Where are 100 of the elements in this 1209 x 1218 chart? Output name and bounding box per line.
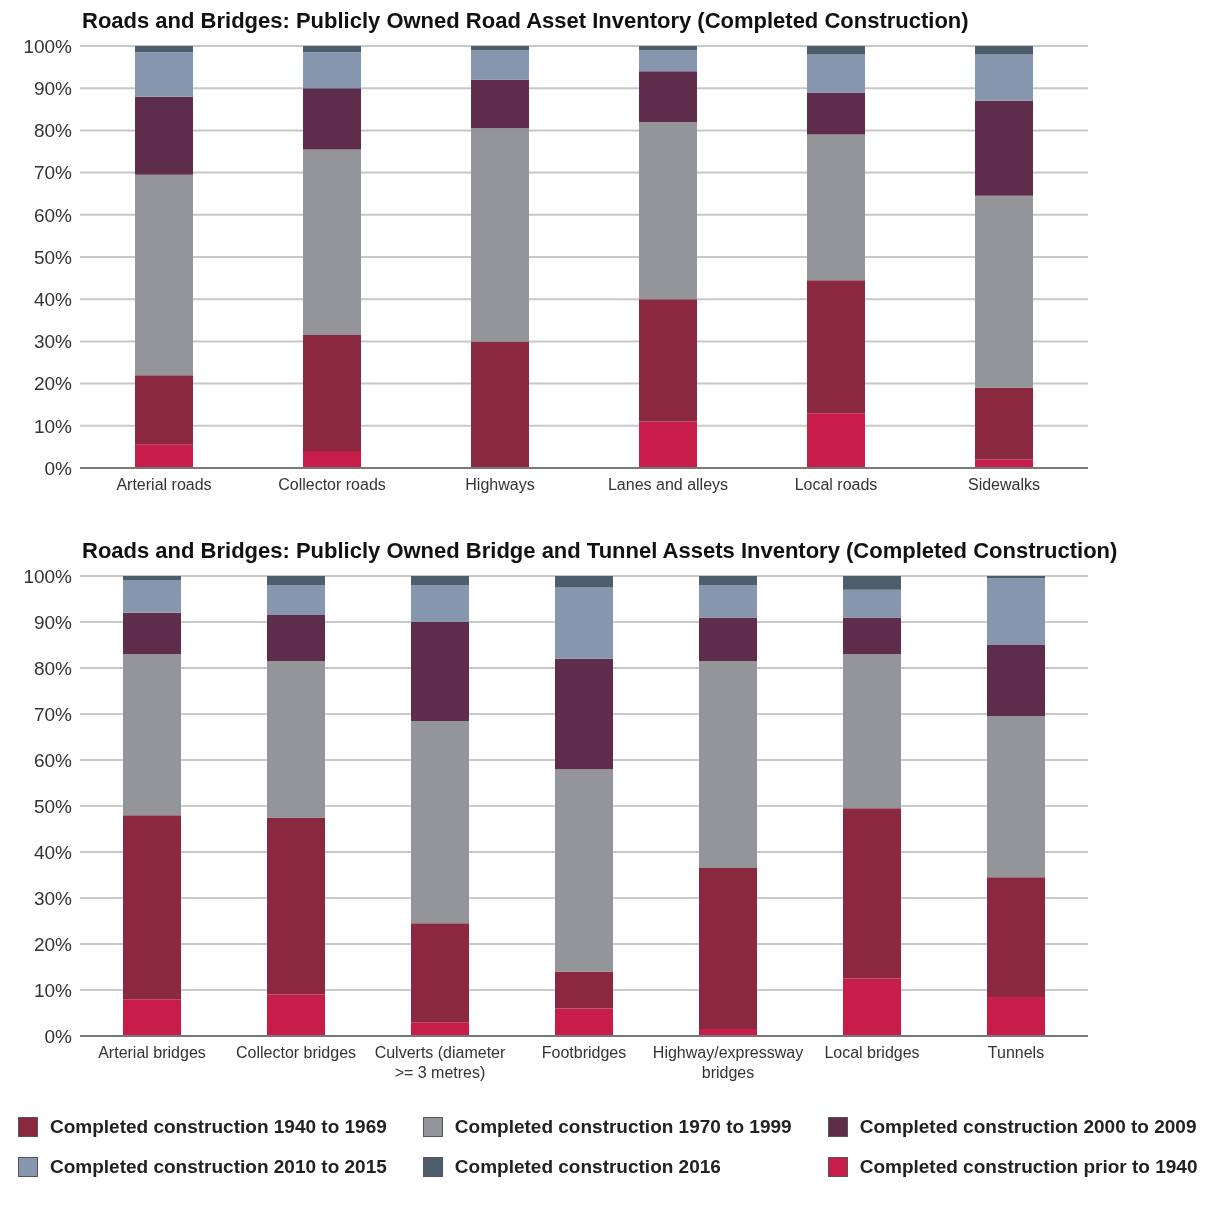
bar: [975, 195, 1033, 388]
bar: [639, 71, 697, 122]
y-tick-label: 40%: [33, 288, 73, 310]
bar: [639, 299, 697, 422]
bar: [807, 134, 865, 281]
bar: [843, 654, 901, 809]
x-tick-label: Highways: [465, 476, 535, 493]
x-tick-label: Collector bridges: [235, 1044, 357, 1061]
x-tick-label: Arterial roads: [116, 476, 212, 493]
x-tick-label: Collector roads: [278, 476, 386, 493]
bar: [471, 341, 529, 468]
bar: [303, 88, 361, 150]
bar: [555, 658, 613, 770]
x-tick-label: Local bridges: [824, 1044, 920, 1061]
bar: [975, 387, 1033, 460]
bar: [123, 999, 181, 1036]
chart-title: Roads and Bridges: Publicly Owned Bridge and Tunnel Assets Inventory (Completed Construction): [82, 538, 1119, 564]
y-tick-label: 90%: [33, 77, 73, 99]
bar: [135, 46, 193, 53]
bar: [411, 720, 469, 924]
y-tick-label: 100%: [23, 565, 73, 587]
bar: [123, 580, 181, 613]
x-tick-label: Sidewalks: [967, 476, 1041, 493]
bar: [303, 46, 361, 53]
legend-label: Completed construction prior to 1940: [859, 1156, 1198, 1178]
bar: [699, 868, 757, 1030]
y-tick-label: 80%: [33, 657, 73, 679]
bar: [135, 444, 193, 468]
y-tick-label: 60%: [33, 749, 73, 771]
bar: [135, 52, 193, 97]
bar: [471, 128, 529, 342]
bar: [975, 46, 1033, 55]
bar: [699, 576, 757, 586]
y-tick-label: 50%: [33, 246, 73, 268]
y-tick-label: 20%: [33, 373, 73, 395]
y-tick-label: 60%: [33, 204, 73, 226]
bar: [411, 622, 469, 721]
bar: [843, 576, 901, 590]
bar: [639, 421, 697, 468]
bar: [123, 576, 181, 581]
y-tick-label: 30%: [33, 331, 73, 353]
bar: [135, 174, 193, 376]
legend-label: Completed construction 1940 to 1969: [50, 1116, 387, 1138]
bar: [411, 923, 469, 1023]
bar: [555, 576, 613, 588]
bar: [411, 576, 469, 586]
bar: [639, 121, 697, 300]
y-tick-label: 20%: [33, 933, 73, 955]
bar: [639, 46, 697, 51]
bar: [975, 100, 1033, 196]
bar: [555, 971, 613, 1009]
x-tick-label: Highway/expressway bridges: [652, 1044, 804, 1081]
bar: [843, 617, 901, 655]
bar: [267, 615, 325, 662]
bar: [807, 413, 865, 468]
bar: [807, 46, 865, 55]
legend-label: Completed construction 2010 to 2015: [50, 1156, 387, 1178]
bar: [267, 817, 325, 995]
bar: [471, 79, 529, 129]
bar: [303, 335, 361, 452]
legend-label: Completed construction 2000 to 2009: [859, 1116, 1197, 1138]
bar: [267, 576, 325, 586]
bar: [807, 92, 865, 135]
y-tick-label: 40%: [33, 841, 73, 863]
bar: [555, 587, 613, 659]
bar: [987, 645, 1045, 717]
legend-label: Completed construction 1970 to 1999: [454, 1116, 792, 1138]
y-tick-label: 100%: [23, 35, 73, 57]
bar: [555, 1008, 613, 1036]
y-tick-label: 10%: [33, 979, 73, 1001]
bar: [699, 585, 757, 618]
bar: [135, 375, 193, 445]
bar: [555, 769, 613, 972]
bar: [471, 46, 529, 51]
bar: [807, 54, 865, 93]
bar: [843, 808, 901, 979]
y-tick-label: 0%: [44, 457, 73, 479]
bar: [843, 589, 901, 618]
bar: [411, 585, 469, 622]
bar: [471, 50, 529, 80]
bar: [303, 451, 361, 468]
bar: [699, 661, 757, 869]
bar: [987, 578, 1045, 645]
bar: [843, 978, 901, 1036]
bar: [135, 96, 193, 175]
bar: [975, 54, 1033, 101]
x-tick-label: Local roads: [794, 476, 878, 493]
bar: [987, 996, 1045, 1036]
chart-title: Roads and Bridges: Publicly Owned Road Asset Inventory (Completed Construction): [82, 8, 970, 34]
x-tick-label: Tunnels: [987, 1044, 1045, 1061]
x-tick-label: Lanes and alleys: [607, 476, 729, 493]
bar: [267, 661, 325, 818]
y-tick-label: 70%: [33, 703, 73, 725]
bar: [639, 50, 697, 72]
x-tick-label: Footbridges: [541, 1044, 627, 1061]
bar: [303, 52, 361, 89]
x-tick-label: Culverts (diameter >= 3 metres): [374, 1044, 507, 1081]
bar: [267, 994, 325, 1036]
bar: [807, 280, 865, 414]
bar: [267, 585, 325, 616]
